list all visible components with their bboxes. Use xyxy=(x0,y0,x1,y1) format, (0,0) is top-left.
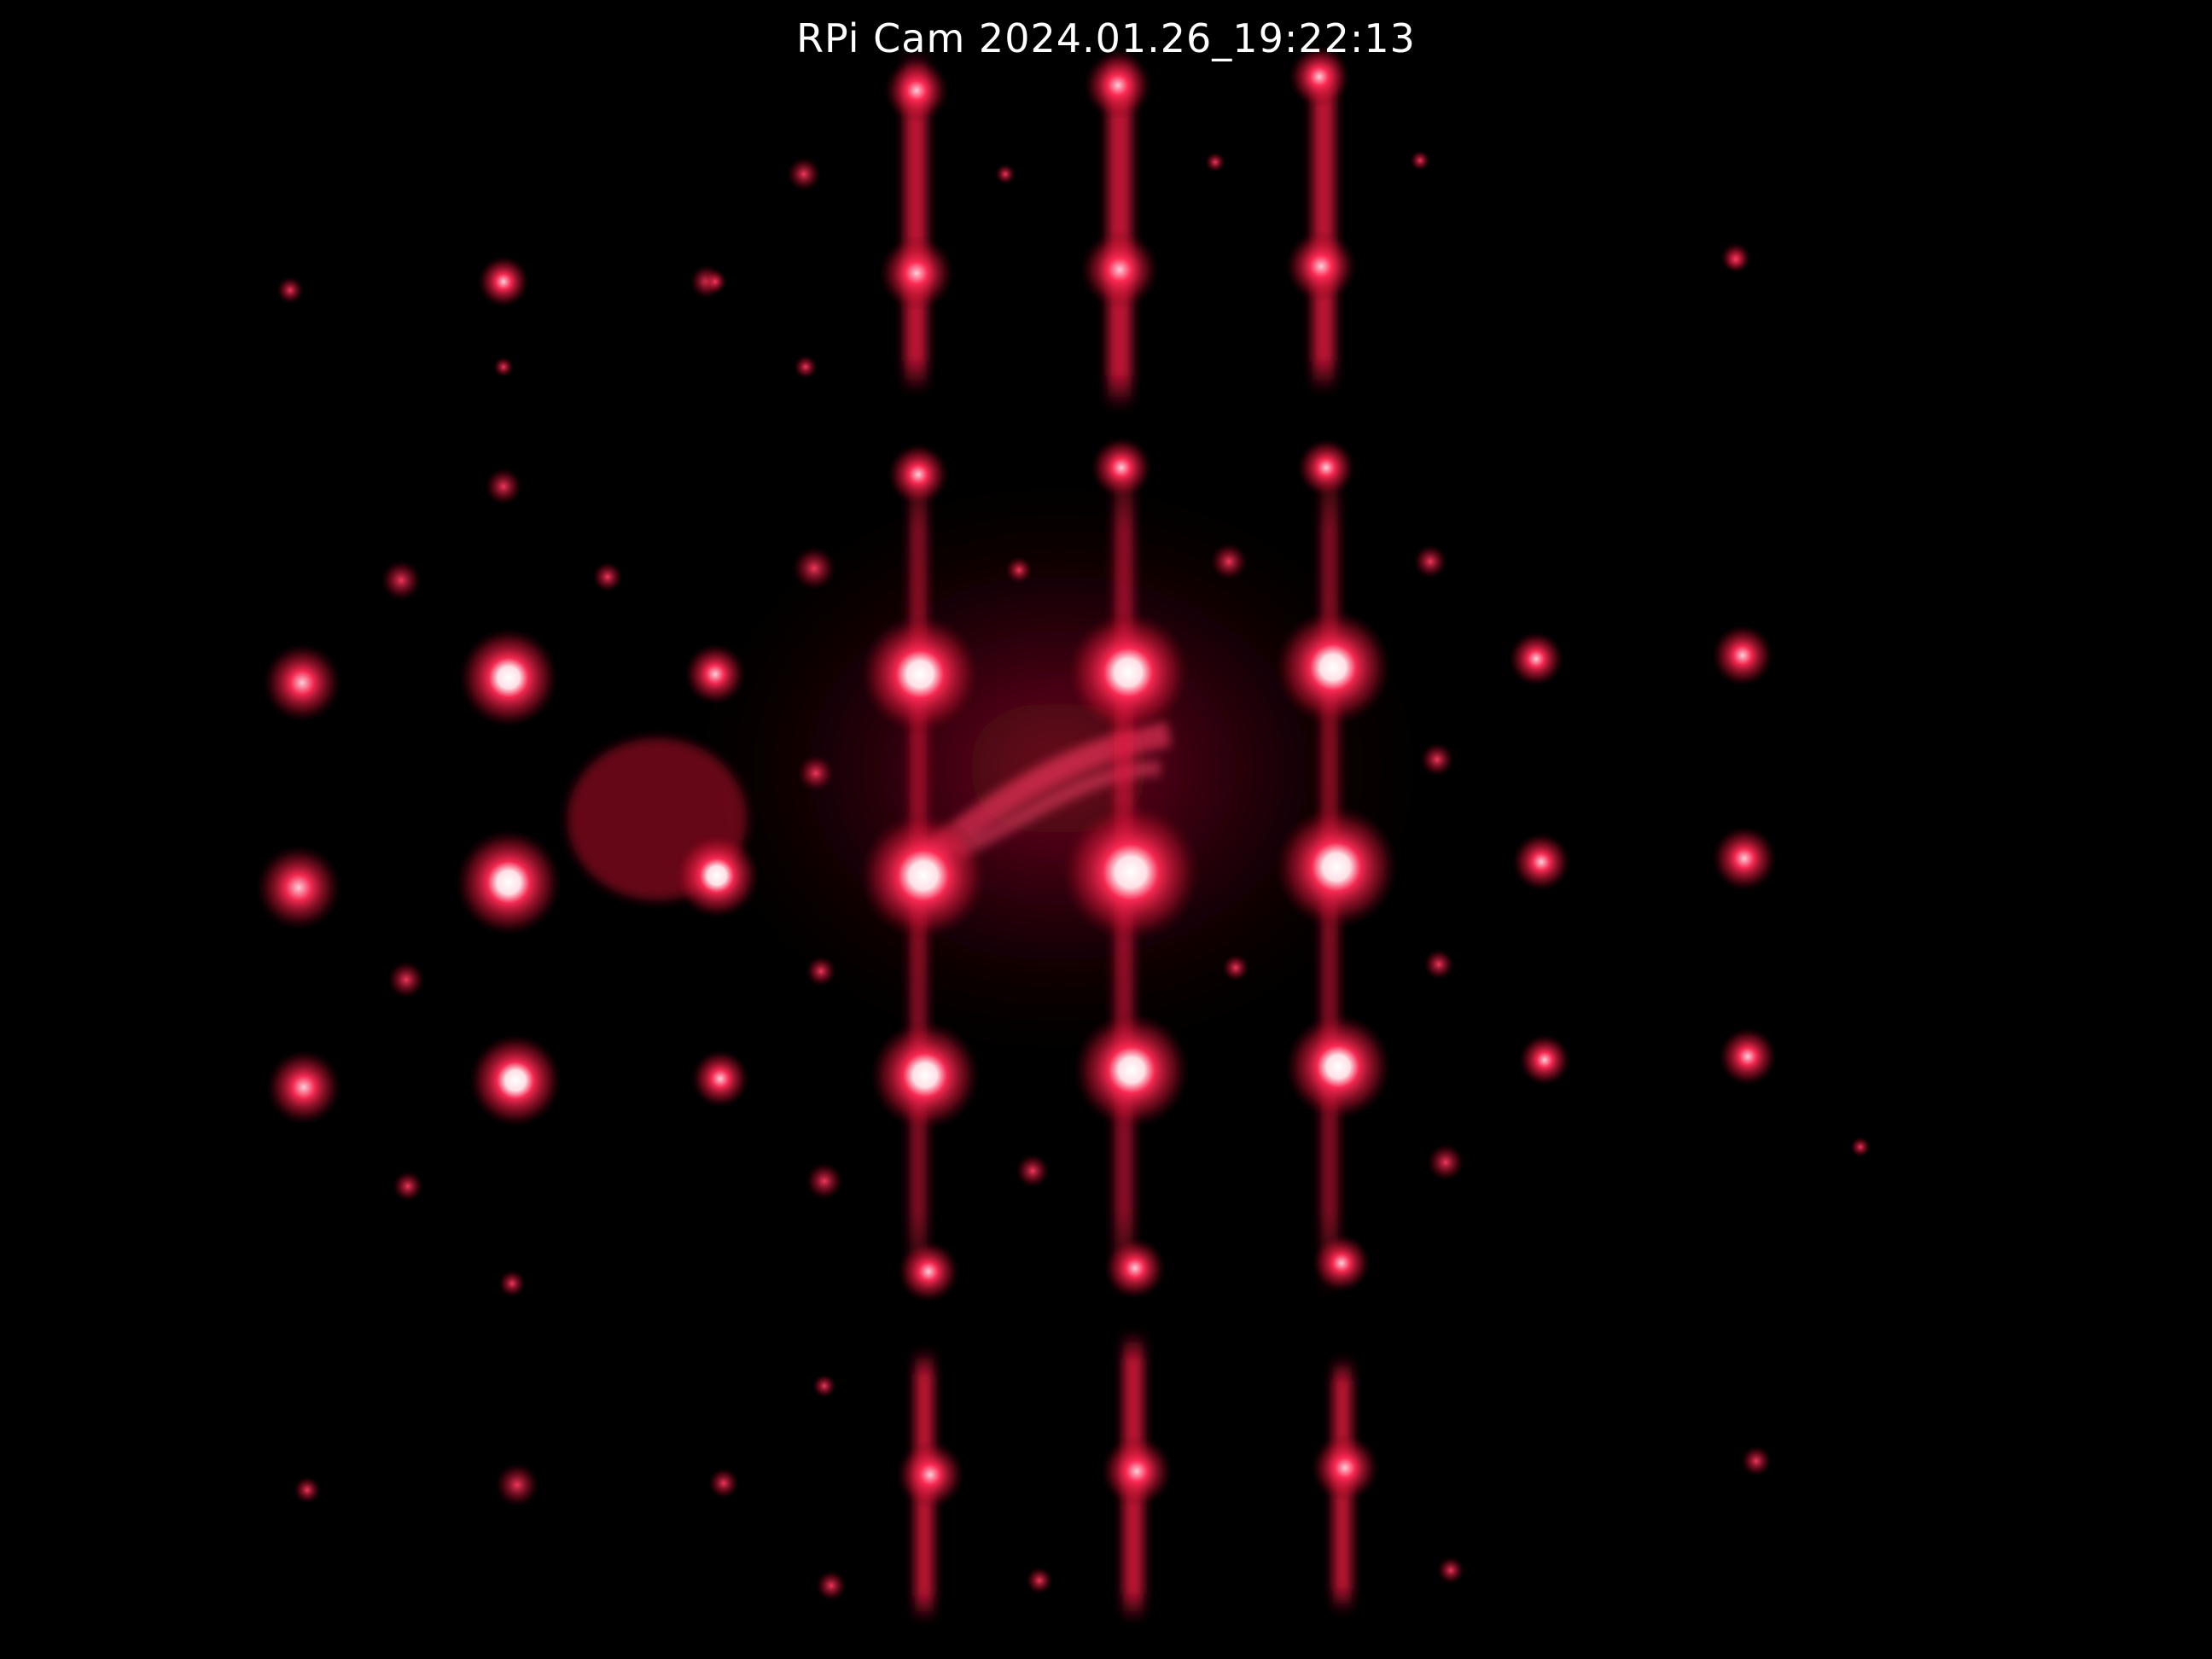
spot xyxy=(708,1468,739,1499)
spot xyxy=(459,628,558,727)
spot xyxy=(1427,1144,1464,1181)
spot xyxy=(1285,230,1357,302)
spot xyxy=(1104,1237,1166,1299)
spot xyxy=(1423,949,1454,980)
spot xyxy=(859,812,987,940)
spot xyxy=(794,355,818,379)
spot xyxy=(456,830,562,935)
spot xyxy=(1311,1434,1379,1502)
spot xyxy=(896,1441,964,1509)
spot xyxy=(1850,1137,1871,1157)
spot xyxy=(276,276,304,304)
spot xyxy=(691,1050,749,1108)
spot xyxy=(888,444,949,505)
spot xyxy=(387,961,425,998)
spot xyxy=(792,546,836,591)
spot xyxy=(495,1463,539,1507)
spot xyxy=(1719,1027,1777,1086)
spot xyxy=(1519,1034,1570,1086)
spot xyxy=(806,956,836,987)
spot xyxy=(1297,439,1355,497)
spot xyxy=(674,833,760,918)
spot xyxy=(1067,611,1190,734)
spot xyxy=(797,754,835,792)
spot xyxy=(1275,806,1398,928)
spot xyxy=(1205,152,1225,172)
spot xyxy=(787,157,821,191)
spot xyxy=(1285,1014,1391,1120)
spot xyxy=(1016,1154,1050,1188)
spot xyxy=(1275,609,1391,725)
spot xyxy=(381,560,422,601)
spot xyxy=(266,1050,341,1125)
spot xyxy=(1061,802,1201,942)
spot xyxy=(995,164,1016,184)
spot xyxy=(1074,1012,1190,1128)
spot xyxy=(884,58,949,123)
spot xyxy=(1101,1435,1173,1507)
spot xyxy=(1091,437,1152,498)
medium-spots xyxy=(256,46,1777,1509)
camera-timestamp-overlay: RPi Cam 2024.01.26_19:22:13 xyxy=(796,15,1416,61)
spot xyxy=(1437,1557,1464,1584)
spot xyxy=(485,468,522,505)
spot xyxy=(860,614,980,734)
spot xyxy=(816,1570,847,1601)
bright-spots xyxy=(456,609,1398,1130)
spot xyxy=(812,1374,836,1398)
spot xyxy=(493,357,514,377)
spot xyxy=(1512,833,1570,891)
spot xyxy=(1724,247,1748,271)
spot xyxy=(1410,150,1430,171)
spot xyxy=(1210,543,1248,580)
dim-spots xyxy=(276,150,1871,1601)
spot xyxy=(498,1270,526,1297)
spot xyxy=(592,562,623,592)
spot xyxy=(1026,1567,1053,1594)
spot xyxy=(684,643,746,705)
spot xyxy=(393,1171,423,1202)
spot xyxy=(1712,625,1773,686)
spot xyxy=(1222,954,1249,981)
spot xyxy=(294,1476,321,1504)
spot xyxy=(1080,230,1159,309)
spot xyxy=(1509,632,1563,686)
spot xyxy=(870,1021,980,1130)
spot xyxy=(1289,46,1350,108)
spot xyxy=(469,1034,562,1126)
spot xyxy=(1712,826,1777,891)
spot xyxy=(1420,742,1454,777)
spot xyxy=(1413,544,1447,579)
spot xyxy=(1313,1234,1371,1292)
spot xyxy=(263,643,341,722)
spot xyxy=(1084,51,1152,119)
spot xyxy=(898,1241,959,1302)
spot xyxy=(703,270,727,294)
spot xyxy=(1741,1446,1772,1476)
spot xyxy=(879,236,954,311)
spot xyxy=(806,1162,843,1200)
spot xyxy=(1005,556,1033,584)
spot xyxy=(256,845,341,930)
spot xyxy=(478,256,529,307)
